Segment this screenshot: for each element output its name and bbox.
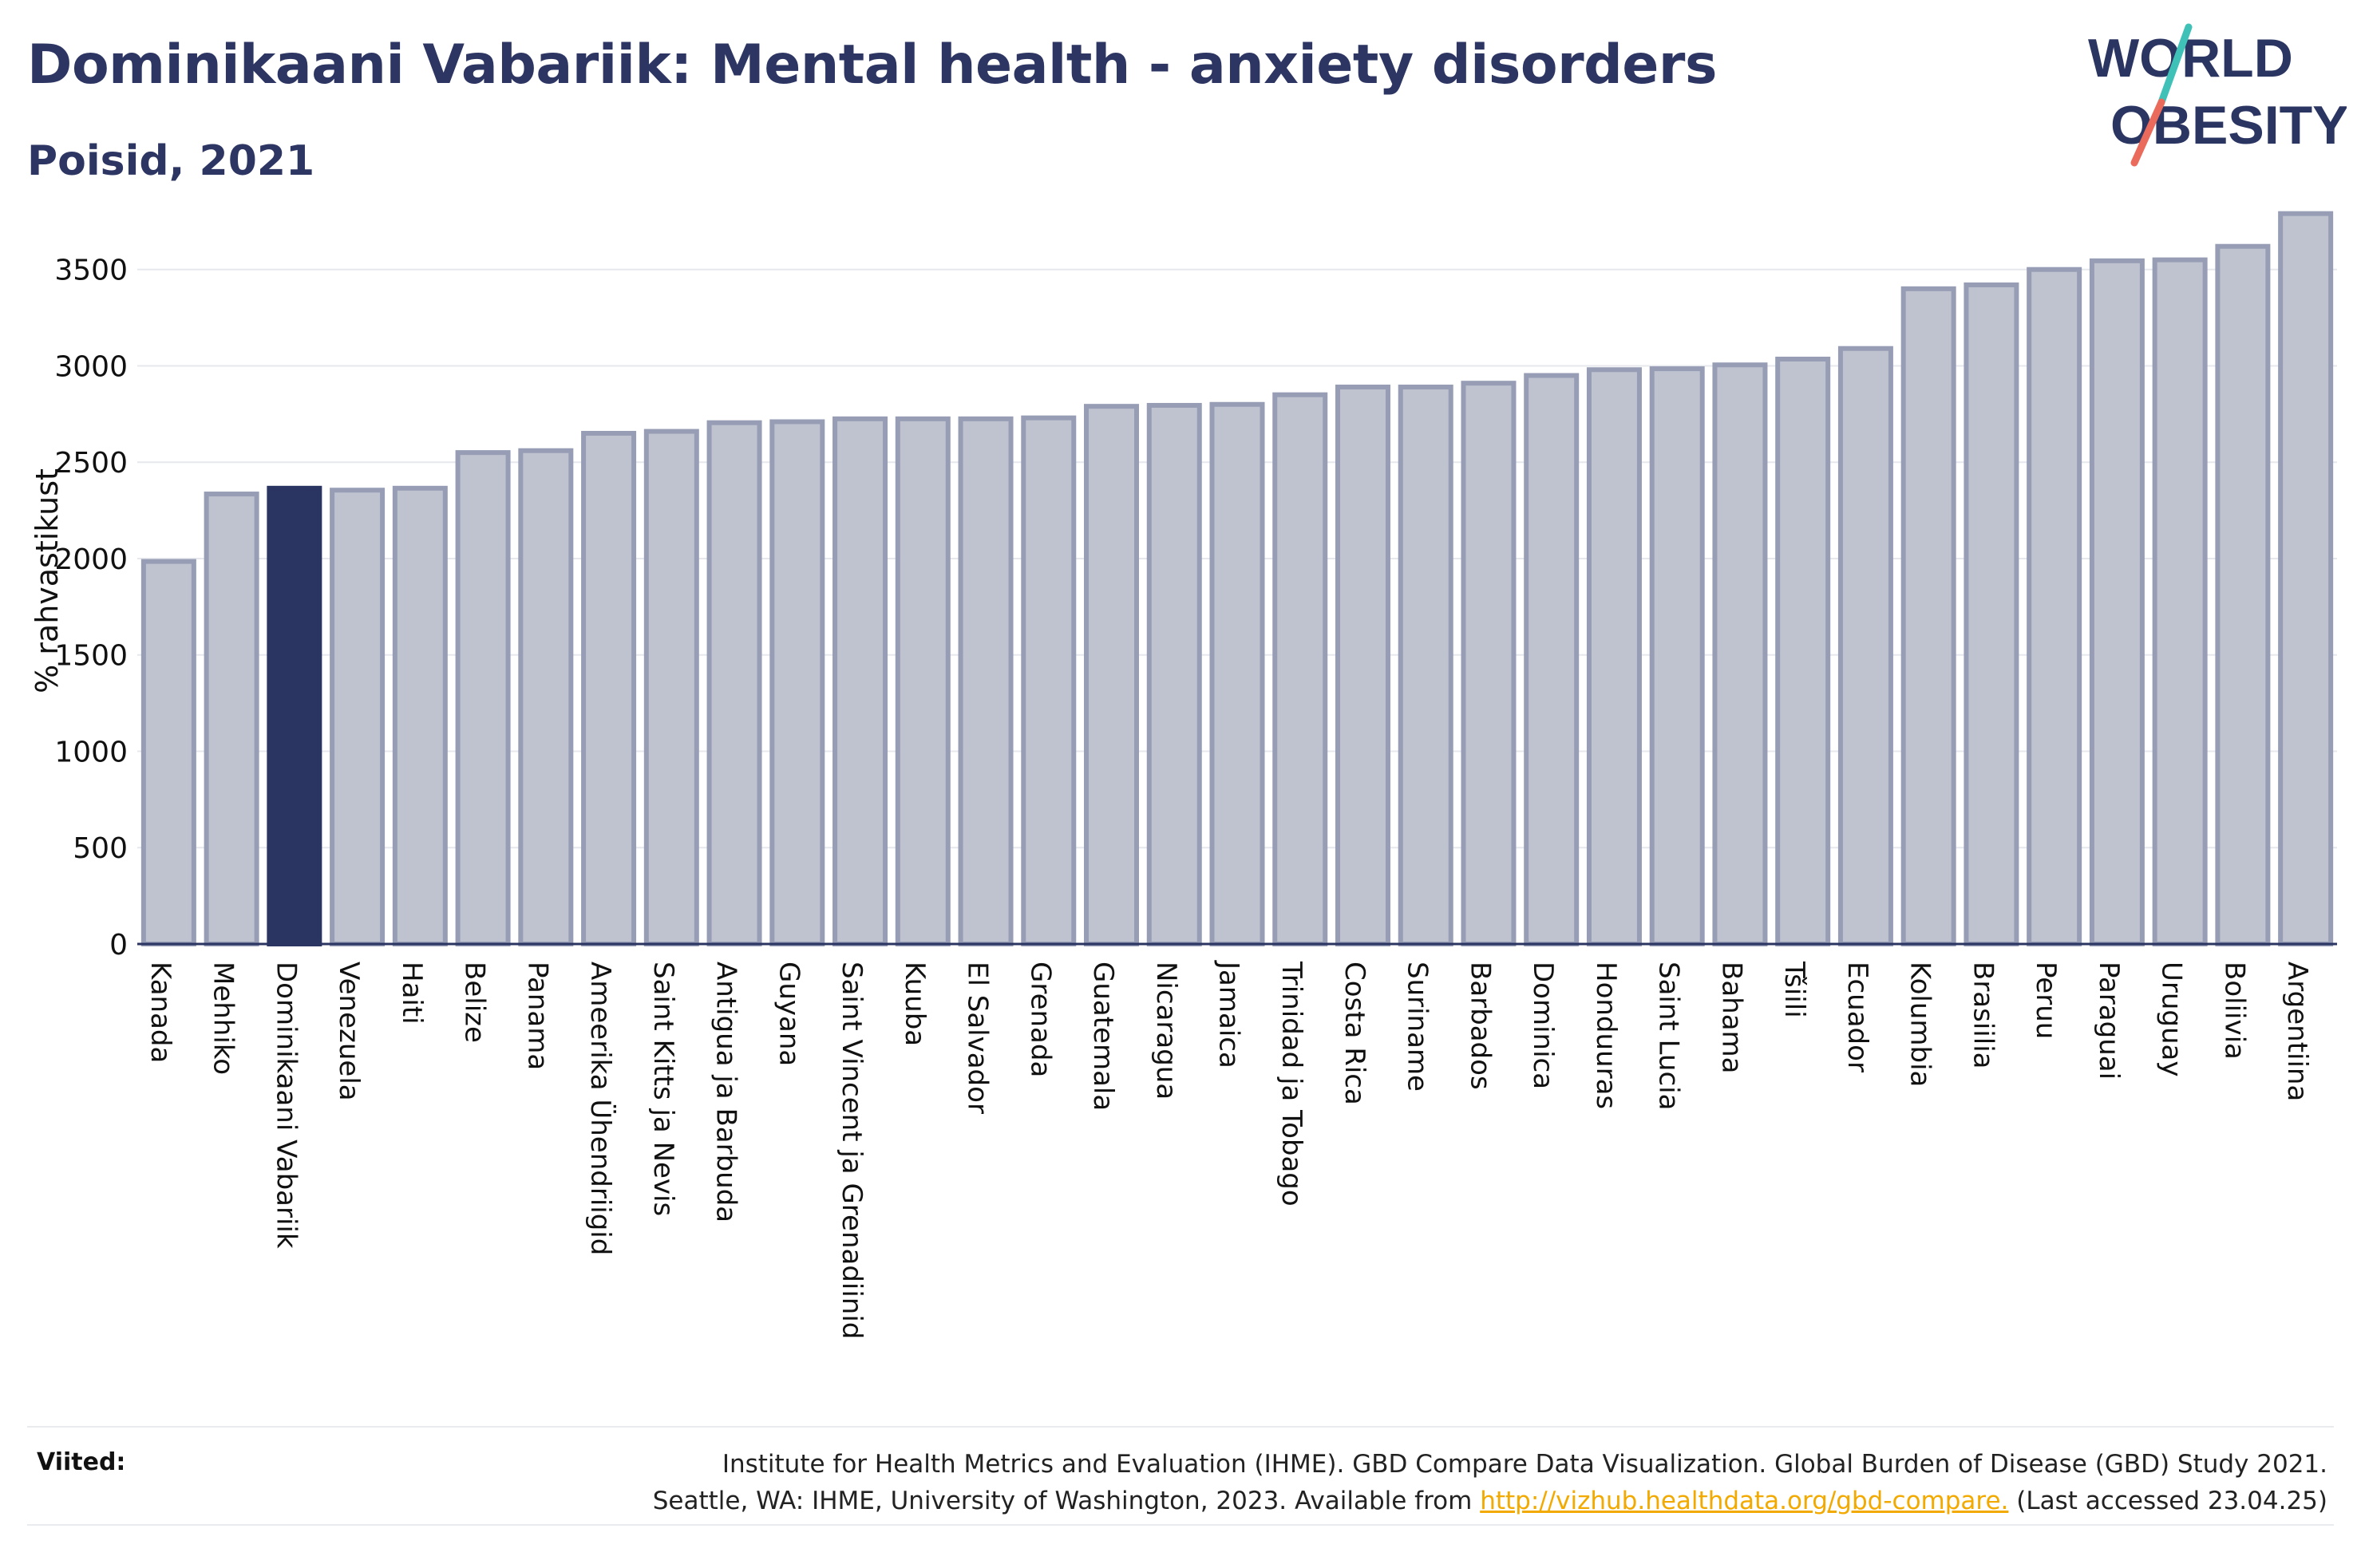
bar-kolumbia[interactable] xyxy=(1900,286,1956,946)
bar-panama[interactable] xyxy=(518,448,574,946)
footer-divider-top xyxy=(27,1426,2334,1428)
chart-title: Dominikaani Vabariik: Mental health - an… xyxy=(27,34,1717,97)
x-tick-label: Boliivia xyxy=(2218,962,2250,1060)
bar-kuuba[interactable] xyxy=(895,416,951,946)
bar-ecuador[interactable] xyxy=(1837,346,1893,946)
bar-chart: 0 500 1000 1500 2000 2500 3000 3500 Kanada Mehhi… xyxy=(30,211,2337,1339)
x-tick-label: Trinidad ja Tobago xyxy=(1275,961,1307,1207)
x-tick-label: Ameerika Ühendriigid xyxy=(584,962,617,1255)
bar-barbados[interactable] xyxy=(1461,381,1517,946)
references-line-2-prefix: Seattle, WA: IHME, University of Washing… xyxy=(652,1487,1473,1515)
chart-subtitle: Poisid, 2021 xyxy=(27,137,315,185)
bar-haiti[interactable] xyxy=(392,485,448,946)
x-tick-label: Belize xyxy=(459,962,491,1043)
references-line-2: Seattle, WA: IHME, University of Washing… xyxy=(332,1483,2327,1519)
x-tick-label: Dominikaani Vabariik xyxy=(270,962,302,1249)
bar-t-iili[interactable] xyxy=(1775,357,1831,946)
x-tick-label: Grenada xyxy=(1024,962,1056,1077)
bar-boliivia[interactable] xyxy=(2215,243,2271,946)
bar-saint-kitts-ja-nevis[interactable] xyxy=(643,429,699,946)
bar-nicaragua[interactable] xyxy=(1146,402,1202,946)
bar-saint-vincent-ja-grenadiinid[interactable] xyxy=(832,416,888,946)
x-tick-label: Bahama xyxy=(1715,962,1747,1074)
x-tick-labels: Kanada Mehhiko Dominikaani Vabariik Venezue… xyxy=(144,960,2313,1339)
bar-kanada[interactable] xyxy=(140,559,196,946)
x-tick-label: Suriname xyxy=(1402,962,1434,1092)
bar-uruguay[interactable] xyxy=(2152,257,2208,946)
bar-bahama[interactable] xyxy=(1712,362,1768,947)
bar-argentiina[interactable] xyxy=(2278,211,2334,946)
x-tick-label: Kolumbia xyxy=(1904,962,1936,1087)
y-tick-label: 2500 xyxy=(54,447,128,480)
bar-mehhiko[interactable] xyxy=(204,492,259,946)
bar-venezuela[interactable] xyxy=(330,488,386,946)
x-tick-label: Panama xyxy=(521,962,553,1070)
logo-slash-coral xyxy=(2130,98,2165,167)
logo-line-world: WORLD xyxy=(2088,28,2293,89)
bar-peruu[interactable] xyxy=(2027,267,2082,946)
y-tick-label: 2000 xyxy=(54,543,128,576)
x-tick-label: Ecuador xyxy=(1841,962,1873,1072)
x-tick-label: Saint Vincent ja Grenadiinid xyxy=(836,962,868,1339)
bar-honduuras[interactable] xyxy=(1586,367,1642,946)
y-tick-label: 3500 xyxy=(54,255,128,287)
y-tick-label: 500 xyxy=(73,832,128,865)
bar-guatemala[interactable] xyxy=(1084,404,1140,946)
x-tick-label: Antigua ja Barbuda xyxy=(710,962,742,1222)
x-tick-label: Kanada xyxy=(144,962,176,1063)
x-tick-label: Guatemala xyxy=(1087,962,1119,1111)
x-tick-label: Paraguai xyxy=(2093,962,2125,1080)
bar-el-salvador[interactable] xyxy=(958,416,1014,946)
x-tick-label: Nicaragua xyxy=(1150,962,1182,1100)
bar-trinidad-ja-tobago[interactable] xyxy=(1272,392,1328,946)
y-tick-labels: 0 500 1000 1500 2000 2500 3000 3500 xyxy=(54,255,128,962)
references-text: Institute for Health Metrics and Evaluat… xyxy=(332,1446,2327,1519)
x-tick-label: El Salvador xyxy=(962,962,994,1114)
x-tick-label: Peruu xyxy=(2030,962,2062,1039)
references-link[interactable]: http://vizhub.healthdata.org/gbd-compare… xyxy=(1480,1487,2009,1515)
x-tick-label: Barbados xyxy=(1464,962,1496,1090)
bar-brasiilia[interactable] xyxy=(1964,282,2019,946)
x-tick-label: Argentiina xyxy=(2281,962,2313,1101)
bar-suriname[interactable] xyxy=(1398,385,1453,946)
y-tick-label: 1000 xyxy=(54,736,128,768)
bar-jamaica[interactable] xyxy=(1209,401,1265,946)
y-tick-label: 0 xyxy=(109,929,128,962)
references-line-2-suffix: (Last accessed 23.04.25) xyxy=(2016,1487,2327,1515)
references-line-1: Institute for Health Metrics and Evaluat… xyxy=(722,1450,2327,1479)
bar-ameerika-hendriigid[interactable] xyxy=(581,430,637,946)
y-tick-label: 3000 xyxy=(54,350,128,383)
bar-dominikaani-vabariik[interactable] xyxy=(267,485,322,946)
x-tick-label: Uruguay xyxy=(2156,962,2188,1077)
x-tick-label: Kuuba xyxy=(899,962,931,1046)
logo-slash-teal xyxy=(2157,23,2193,106)
bar-costa-rica[interactable] xyxy=(1335,385,1390,946)
bar-paraguai[interactable] xyxy=(2089,258,2145,946)
x-tick-label: Honduuras xyxy=(1590,962,1622,1109)
y-tick-label: 1500 xyxy=(54,640,128,673)
footer-divider-bottom xyxy=(27,1524,2334,1526)
x-tick-label: Costa Rica xyxy=(1339,962,1370,1105)
x-tick-label: Haiti xyxy=(396,962,428,1025)
bar-saint-lucia[interactable] xyxy=(1649,366,1705,946)
bars xyxy=(140,211,2334,947)
x-tick-label: Tšiili xyxy=(1778,961,1810,1018)
bar-belize[interactable] xyxy=(455,450,511,946)
x-tick-label: Saint Lucia xyxy=(1653,962,1685,1110)
x-tick-label: Venezuela xyxy=(333,962,365,1101)
bar-grenada[interactable] xyxy=(1021,415,1077,946)
x-tick-label: Dominica xyxy=(1527,962,1559,1089)
x-tick-label: Guyana xyxy=(773,962,805,1066)
references-label: Viited: xyxy=(37,1448,126,1476)
x-tick-label: Mehhiko xyxy=(208,962,239,1075)
world-obesity-logo: WORLD OBESITY xyxy=(2088,23,2347,167)
bar-dominica[interactable] xyxy=(1524,373,1580,947)
x-tick-label: Brasiilia xyxy=(1967,962,1999,1068)
x-tick-label: Jamaica xyxy=(1213,960,1245,1068)
bar-guyana[interactable] xyxy=(769,419,825,946)
bar-antigua-ja-barbuda[interactable] xyxy=(706,420,762,946)
x-tick-label: Saint Kitts ja Nevis xyxy=(647,962,679,1216)
y-axis-label: % rahvastikust xyxy=(30,468,65,693)
